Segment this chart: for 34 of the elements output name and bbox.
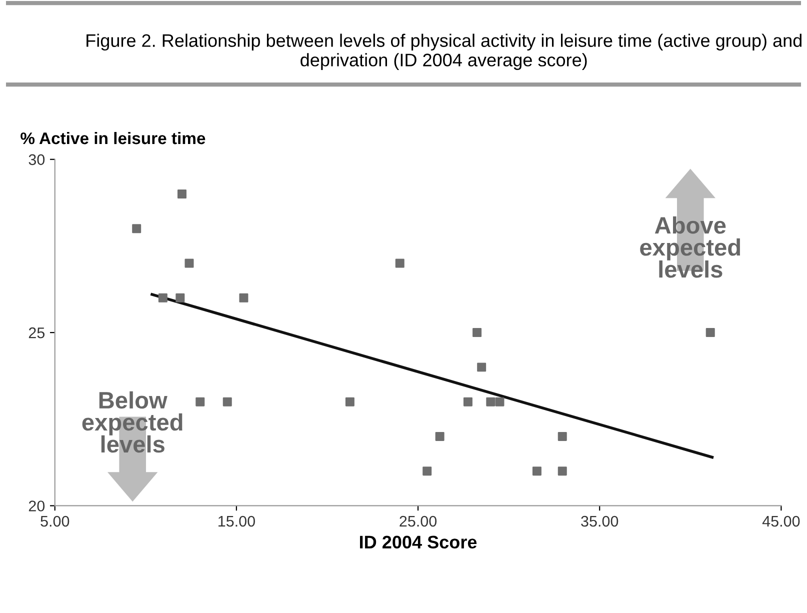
point — [558, 466, 567, 476]
point — [477, 362, 486, 372]
point — [184, 258, 194, 268]
x-axis-title: ID 2004 Score — [360, 536, 477, 549]
point — [239, 293, 248, 302]
point — [196, 397, 205, 406]
point — [176, 293, 185, 302]
point — [222, 397, 232, 406]
point — [345, 397, 354, 406]
point — [177, 190, 186, 199]
point — [422, 466, 432, 476]
annotation: Above expected levels — [640, 216, 740, 278]
x-tick-label: 35.00 — [581, 516, 618, 527]
x-tick-label: 15.00 — [218, 516, 255, 527]
point — [435, 432, 444, 441]
point — [463, 397, 472, 406]
point — [395, 258, 404, 268]
y-axis-title: % Active in leisure time — [20, 132, 206, 144]
point — [486, 397, 496, 406]
y-tick-label: 25 — [28, 327, 45, 338]
point — [706, 328, 715, 338]
point — [158, 293, 168, 302]
x-tick-label: 25.00 — [400, 516, 437, 527]
point — [558, 432, 567, 441]
y-tick-label: 20 — [28, 500, 45, 512]
annotation: Below expected levels — [82, 391, 182, 453]
point — [132, 224, 142, 234]
point — [472, 328, 482, 338]
x-tick-label: 5.00 — [40, 516, 70, 527]
y-tick-label: 30 — [28, 154, 45, 166]
point — [532, 466, 542, 476]
point — [495, 397, 504, 406]
x-tick-label: 45.00 — [762, 516, 800, 527]
chart-title: Figure 2. Relationship between levels of physical activity in leisure time (active group) and deprivation (ID 2004 average score) — [86, 34, 802, 70]
